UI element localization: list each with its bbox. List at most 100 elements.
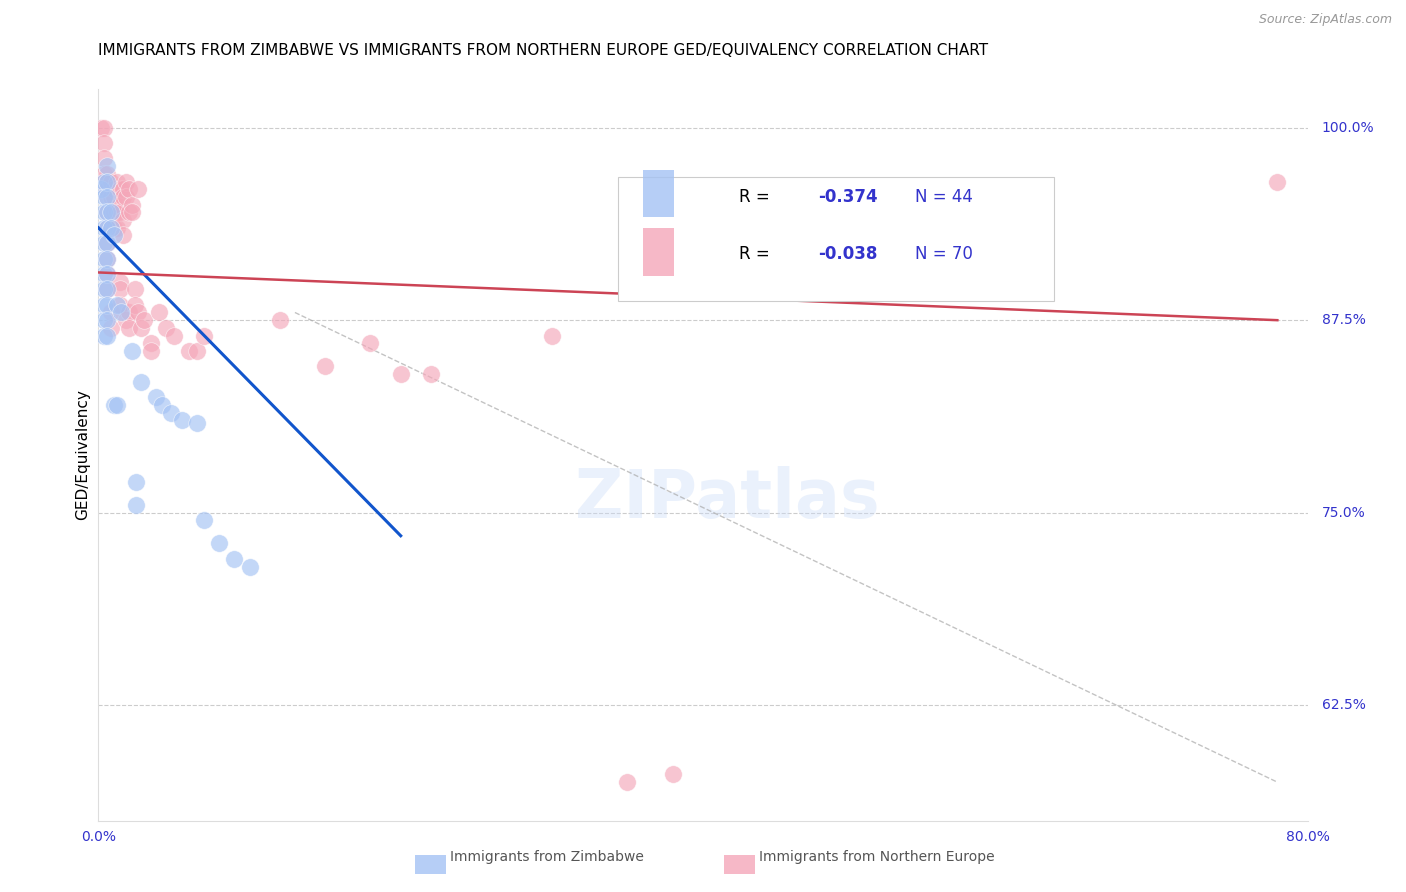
Point: [132, 313, 155, 327]
Point: [121, 343, 143, 358]
Point: [105, 298, 128, 312]
Point: [170, 413, 193, 427]
Point: [93, 220, 115, 235]
Point: [118, 205, 141, 219]
Bar: [643, 228, 673, 276]
Point: [96, 267, 118, 281]
Point: [108, 275, 131, 289]
Point: [193, 328, 215, 343]
Text: Source: ZipAtlas.com: Source: ZipAtlas.com: [1258, 13, 1392, 27]
Point: [186, 417, 208, 431]
Text: 100.0%: 100.0%: [1322, 120, 1374, 135]
Point: [114, 190, 136, 204]
Point: [93, 152, 115, 166]
Point: [100, 205, 122, 219]
Point: [93, 252, 115, 266]
Point: [108, 197, 131, 211]
Bar: [619, 177, 1053, 301]
Point: [93, 267, 115, 281]
Point: [96, 282, 118, 296]
Point: [93, 313, 115, 327]
Point: [105, 398, 128, 412]
Text: -0.038: -0.038: [818, 244, 877, 263]
Point: [103, 398, 125, 412]
Point: [105, 220, 128, 235]
Point: [314, 359, 336, 374]
Point: [100, 220, 122, 235]
Point: [111, 228, 134, 243]
Text: N = 70: N = 70: [915, 244, 973, 263]
Point: [177, 343, 201, 358]
Point: [127, 305, 149, 319]
Point: [96, 175, 118, 189]
Point: [540, 328, 562, 343]
Point: [100, 205, 122, 219]
Text: Immigrants from Northern Europe: Immigrants from Northern Europe: [759, 850, 995, 864]
Bar: [643, 169, 673, 218]
Point: [127, 182, 149, 196]
Point: [193, 513, 215, 527]
Point: [124, 282, 146, 296]
Point: [100, 321, 122, 335]
Point: [108, 182, 131, 196]
Point: [141, 343, 163, 358]
Point: [93, 120, 115, 135]
Point: [100, 175, 122, 189]
Point: [93, 190, 115, 204]
Point: [96, 220, 118, 235]
Point: [96, 282, 118, 296]
Point: [103, 182, 125, 196]
Point: [105, 205, 128, 219]
Point: [419, 367, 441, 381]
Point: [93, 282, 115, 296]
Point: [103, 228, 125, 243]
Point: [96, 205, 118, 219]
Point: [96, 328, 118, 343]
Point: [125, 498, 148, 512]
Point: [96, 267, 118, 281]
Point: [93, 328, 115, 343]
Point: [239, 559, 262, 574]
Y-axis label: GED/Equivalency: GED/Equivalency: [75, 390, 90, 520]
Text: ZIPatlas: ZIPatlas: [575, 466, 880, 532]
Point: [124, 298, 146, 312]
Point: [208, 536, 231, 550]
Point: [661, 767, 683, 781]
Point: [118, 182, 141, 196]
Point: [108, 205, 131, 219]
Text: R =: R =: [740, 188, 775, 206]
Point: [111, 182, 134, 196]
Point: [110, 305, 132, 319]
Point: [96, 252, 118, 266]
Text: 75.0%: 75.0%: [1322, 506, 1365, 520]
Point: [96, 182, 118, 196]
Point: [616, 775, 638, 789]
Text: Immigrants from Zimbabwe: Immigrants from Zimbabwe: [450, 850, 644, 864]
Point: [96, 236, 118, 251]
Point: [93, 167, 115, 181]
Point: [111, 213, 134, 227]
Point: [155, 321, 177, 335]
Point: [141, 336, 163, 351]
Point: [100, 190, 122, 204]
Point: [93, 205, 115, 219]
Point: [93, 298, 115, 312]
Point: [108, 298, 131, 312]
Point: [100, 305, 122, 319]
Text: N = 44: N = 44: [915, 188, 973, 206]
Point: [114, 313, 136, 327]
Text: -0.374: -0.374: [818, 188, 877, 206]
Point: [111, 190, 134, 204]
Point: [90, 120, 112, 135]
Point: [224, 552, 246, 566]
Text: 87.5%: 87.5%: [1322, 313, 1365, 327]
Point: [96, 313, 118, 327]
Point: [96, 167, 118, 181]
Point: [121, 205, 143, 219]
Point: [96, 298, 118, 312]
Point: [108, 282, 131, 296]
Point: [100, 220, 122, 235]
Text: IMMIGRANTS FROM ZIMBABWE VS IMMIGRANTS FROM NORTHERN EUROPE GED/EQUIVALENCY CORR: IMMIGRANTS FROM ZIMBABWE VS IMMIGRANTS F…: [98, 43, 988, 58]
Point: [90, 182, 112, 196]
Point: [114, 175, 136, 189]
